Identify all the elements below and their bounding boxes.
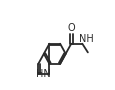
- Text: HN: HN: [36, 69, 50, 79]
- Text: NH: NH: [78, 34, 93, 44]
- Text: O: O: [67, 23, 74, 33]
